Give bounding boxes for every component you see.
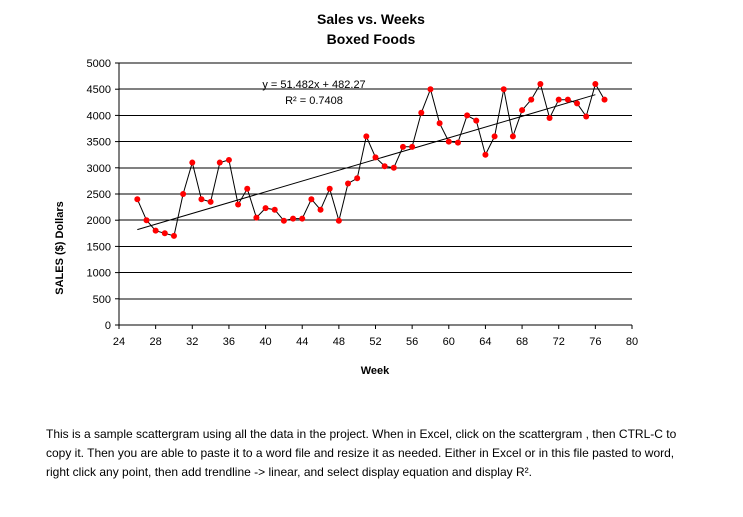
- x-tick-label-44: 44: [296, 336, 308, 348]
- data-point: [574, 100, 581, 107]
- data-point: [473, 117, 480, 124]
- chart-title: Sales vs. Weeks: [317, 11, 425, 27]
- x-tick-label-40: 40: [259, 336, 271, 348]
- data-point: [427, 86, 434, 93]
- y-tick-label-2000: 2000: [87, 215, 111, 227]
- data-point: [207, 198, 214, 205]
- data-point: [482, 151, 489, 158]
- data-point: [409, 143, 416, 150]
- data-point: [601, 96, 608, 103]
- x-tick-label-60: 60: [443, 336, 455, 348]
- x-tick-label-72: 72: [553, 336, 565, 348]
- y-tick-label-500: 500: [93, 294, 111, 306]
- data-point: [583, 113, 590, 120]
- x-tick-label-32: 32: [186, 336, 198, 348]
- data-point: [509, 133, 516, 140]
- trendline-equation: y = 51.482x + 482.27: [262, 79, 365, 91]
- trendline-group: [137, 94, 596, 231]
- data-point: [262, 205, 269, 212]
- x-tick-label-56: 56: [406, 336, 418, 348]
- data-point: [326, 185, 333, 192]
- x-tick-label-24: 24: [113, 336, 125, 348]
- series-group: [134, 80, 608, 239]
- data-point: [564, 96, 571, 103]
- data-point: [280, 217, 287, 224]
- data-point: [244, 185, 251, 192]
- data-point: [445, 138, 452, 145]
- data-point: [299, 215, 306, 222]
- caption-text: This is a sample scattergram using all t…: [46, 427, 677, 479]
- data-point: [180, 191, 187, 197]
- data-point: [308, 196, 315, 203]
- gridlines: [119, 62, 632, 300]
- data-point: [381, 163, 388, 170]
- data-point: [225, 156, 232, 163]
- trendline-r-squared: R² = 0.7408: [285, 95, 343, 107]
- data-point: [317, 206, 324, 213]
- data-point: [464, 112, 471, 119]
- x-tick-labels: 24 28 32 36 40 44 48 52 56 60 64 68 72 76 80: [113, 336, 638, 348]
- y-tick-label-3000: 3000: [87, 163, 111, 175]
- x-tick-label-48: 48: [333, 336, 345, 348]
- data-point: [170, 232, 177, 239]
- y-tick-label-2500: 2500: [87, 189, 111, 201]
- data-point: [271, 206, 278, 213]
- y-tick-label-0: 0: [105, 320, 111, 332]
- y-tick-label-1000: 1000: [87, 268, 111, 280]
- y-tick-label-4500: 4500: [87, 84, 111, 96]
- data-point: [436, 120, 443, 127]
- data-point: [335, 217, 342, 224]
- data-point: [491, 133, 498, 140]
- y-axis-label: SALES ($) Dollars: [54, 201, 66, 295]
- data-point: [152, 227, 159, 234]
- axes: [115, 62, 633, 329]
- data-point: [345, 180, 352, 187]
- data-point: [143, 217, 150, 224]
- scatter-chart: Sales vs. Weeks Boxed Foods 0 500 1000 1500…: [54, 11, 638, 377]
- data-point: [363, 133, 370, 140]
- x-tick-label-36: 36: [223, 336, 235, 348]
- x-tick-label-64: 64: [479, 336, 491, 348]
- data-point: [592, 80, 599, 87]
- data-point: [216, 159, 223, 166]
- data-point: [290, 215, 297, 222]
- data-point: [519, 107, 526, 114]
- x-tick-label-76: 76: [589, 336, 601, 348]
- data-point: [500, 86, 507, 93]
- x-tick-label-80: 80: [626, 336, 638, 348]
- data-point: [161, 230, 168, 237]
- y-tick-labels: 0 500 1000 1500 2000 2500 3000 3500 4000 4500 5000: [87, 58, 111, 332]
- y-tick-label-4000: 4000: [87, 110, 111, 122]
- y-tick-label-1500: 1500: [87, 241, 111, 253]
- data-point: [235, 201, 242, 208]
- series-line: [136, 82, 605, 237]
- data-point: [418, 109, 425, 116]
- x-tick-label-68: 68: [516, 336, 528, 348]
- data-point: [390, 164, 397, 171]
- chart-subtitle: Boxed Foods: [327, 31, 416, 47]
- x-tick-label-28: 28: [150, 336, 162, 348]
- y-tick-label-5000: 5000: [87, 58, 111, 70]
- data-point: [454, 139, 461, 146]
- data-point: [134, 196, 141, 203]
- data-point: [399, 143, 406, 150]
- x-axis-label: Week: [361, 365, 390, 377]
- x-tick-label-52: 52: [369, 336, 381, 348]
- data-point: [528, 96, 535, 103]
- data-point: [253, 214, 260, 221]
- data-point: [198, 196, 205, 203]
- y-tick-label-3500: 3500: [87, 137, 111, 149]
- data-point: [537, 80, 544, 87]
- data-point: [546, 115, 553, 122]
- data-point: [189, 159, 196, 166]
- data-point: [555, 96, 562, 103]
- data-point: [354, 175, 361, 182]
- trendline: [137, 94, 596, 231]
- data-point: [372, 154, 379, 161]
